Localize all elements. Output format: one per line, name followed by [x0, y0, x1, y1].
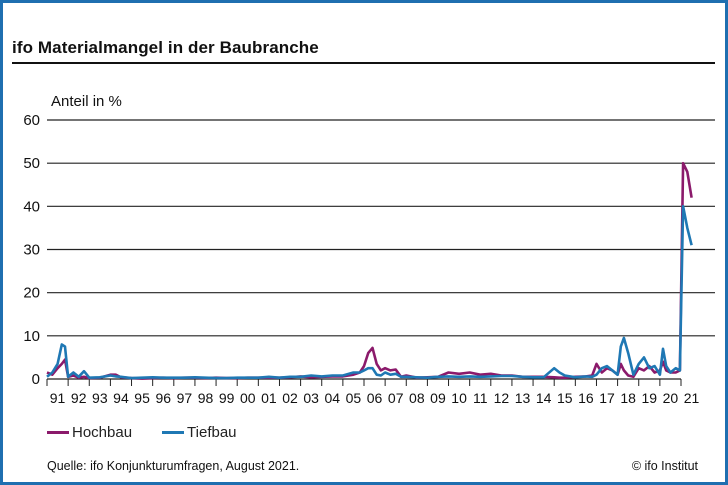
x-tick-label: 93: [92, 390, 108, 406]
x-tick-label: 99: [219, 390, 235, 406]
x-tick-label: 13: [515, 390, 531, 406]
hochbau-swatch: [47, 431, 69, 434]
x-tick-label: 04: [325, 390, 341, 406]
x-tick-label: 95: [134, 390, 150, 406]
x-tick-label: 19: [642, 390, 658, 406]
x-tick-label: 08: [409, 390, 425, 406]
x-tick-label: 05: [346, 390, 362, 406]
hochbau-line: [46, 161, 693, 380]
x-tick-label: 92: [71, 390, 87, 406]
y-tick-label: 10: [23, 328, 40, 345]
y-tick-label: 60: [23, 112, 40, 129]
y-tick-label: 50: [23, 155, 40, 172]
x-tick-label: 07: [388, 390, 404, 406]
x-tick-label: 06: [367, 390, 383, 406]
x-tick-label: 14: [536, 390, 552, 406]
x-tick-label: 00: [240, 390, 256, 406]
x-tick-label: 15: [557, 390, 573, 406]
legend-label-tiefbau: Tiefbau: [187, 424, 237, 441]
x-tick-label: 09: [430, 390, 446, 406]
legend-item-tiefbau: Tiefbau: [162, 424, 237, 441]
x-tick-label: 96: [155, 390, 171, 406]
x-tick-label: 97: [177, 390, 193, 406]
x-tick-label: 11: [473, 390, 488, 406]
source-note: Quelle: ifo Konjunkturumfragen, August 2…: [47, 459, 300, 473]
y-axis-label: Anteil in %: [51, 93, 122, 110]
tiefbau-line: [46, 205, 693, 380]
legend-item-hochbau: Hochbau: [47, 424, 132, 441]
y-tick-label: 40: [23, 198, 40, 215]
x-tick-label: 02: [282, 390, 298, 406]
copyright-note: © ifo Institut: [631, 459, 698, 473]
x-tick-label: 17: [599, 390, 615, 406]
tiefbau-swatch: [162, 431, 185, 434]
x-tick-label: 12: [494, 390, 510, 406]
x-tick-label: 91: [50, 390, 66, 406]
x-tick-label: 18: [620, 390, 636, 406]
x-tick-label: 21: [684, 390, 700, 406]
x-tick-label: 10: [451, 390, 467, 406]
x-tick-label: 16: [578, 390, 594, 406]
x-tick-label: 01: [261, 390, 277, 406]
x-tick-label: 98: [198, 390, 214, 406]
y-tick-label: 0: [32, 371, 40, 388]
legend: Hochbau Tiefbau: [47, 424, 237, 441]
x-tick-label: 94: [113, 390, 129, 406]
x-tick-label: 20: [663, 390, 679, 406]
y-tick-label: 20: [23, 285, 40, 302]
chart-title: ifo Materialmangel in der Baubranche: [12, 38, 319, 57]
title-divider: [12, 62, 715, 64]
legend-label-hochbau: Hochbau: [72, 424, 133, 441]
x-tick-label: 03: [303, 390, 319, 406]
y-tick-label: 30: [23, 242, 40, 259]
